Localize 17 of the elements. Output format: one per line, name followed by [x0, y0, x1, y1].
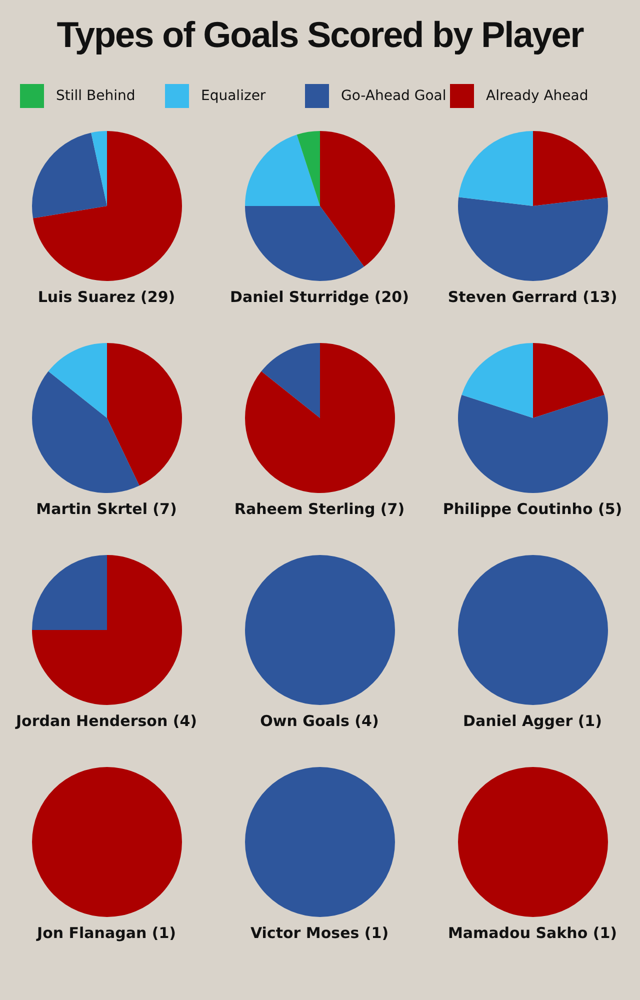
text: Jon Flanagan (1) — [35, 924, 177, 942]
text: Daniel Agger (1) — [462, 712, 603, 730]
text: Luis Suarez (29) — [36, 288, 176, 306]
text: Own Goals (4) — [259, 712, 380, 730]
text: Jordan Henderson (4) — [14, 712, 198, 730]
legend-label: Equalizer — [201, 88, 266, 104]
text: Mamadou Sakho (1) — [447, 924, 618, 942]
text: Martin Skrtel (7) — [35, 500, 178, 518]
text: Raheem Sterling (7) — [233, 500, 406, 518]
text: Steven Gerrard (13) — [446, 288, 618, 306]
legend-label: Go-Ahead Goal — [341, 88, 446, 104]
text: Daniel Sturridge (20) — [229, 288, 410, 306]
chart-title: Types of Goals Scored by Player — [56, 14, 585, 56]
legend-label: Already Ahead — [486, 88, 588, 104]
legend-label: Still Behind — [56, 88, 136, 104]
text: Victor Moses (1) — [249, 924, 390, 942]
text: Philippe Coutinho (5) — [442, 500, 624, 518]
